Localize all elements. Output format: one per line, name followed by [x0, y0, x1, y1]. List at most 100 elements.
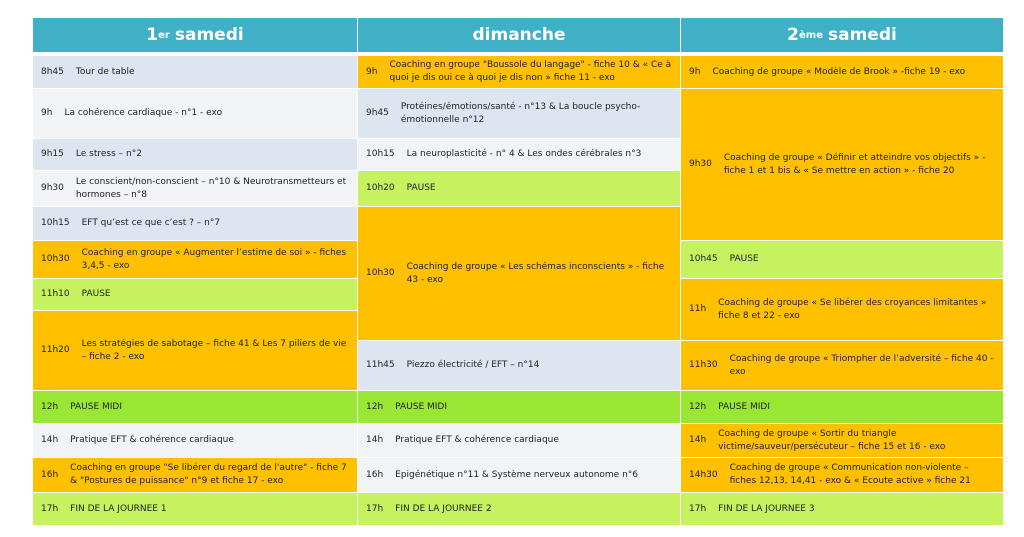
- activity: PAUSE MIDI: [395, 401, 448, 412]
- schedule-cell: 14h Coaching de groupe « Sortir du triang…: [681, 424, 1003, 457]
- time: 14h: [41, 435, 59, 445]
- activity: Les stratégies de sabotage – fiche 41 & …: [81, 338, 347, 362]
- time: 12h: [689, 401, 707, 412]
- schedule-cell: 17h FIN DE LA JOURNEE 1: [33, 493, 357, 525]
- activity: Coaching de groupe « Se libérer des croy…: [718, 297, 987, 321]
- schedule-cell: 14h30 Coaching de groupe « Communication …: [681, 458, 1003, 492]
- time: 9h: [689, 66, 701, 77]
- activity: FIN DE LA JOURNEE 2: [395, 503, 492, 514]
- time: 10h20: [366, 183, 395, 193]
- schedule-cell: 17h FIN DE LA JOURNEE 3: [681, 493, 1003, 525]
- activity: Coaching en groupe « Augmenter l’estime …: [81, 247, 347, 271]
- header-text: 1: [146, 25, 159, 45]
- schedule-cell: 9h30 Coaching de groupe « Définir et atte…: [681, 89, 1003, 240]
- activity: Epigénétique n°11 & Système nerveux auto…: [395, 469, 639, 480]
- activity: Tour de table: [75, 66, 135, 77]
- schedule-cell: 10h30 Coaching en groupe « Augmenter l’es…: [33, 241, 357, 278]
- time: 14h30: [689, 469, 718, 480]
- activity: Coaching de groupe « Les schémas inconsc…: [406, 261, 665, 285]
- activity: Coaching de groupe « Modèle de Brook » -…: [712, 66, 966, 77]
- schedule-cell: 11h Coaching de groupe « Se libérer des c…: [681, 279, 1003, 340]
- activity: PAUSE: [406, 183, 436, 193]
- time: 9h45: [366, 108, 389, 118]
- activity: Coaching de groupe « Triompher de l’adve…: [729, 353, 994, 377]
- activity: PAUSE: [81, 289, 111, 299]
- schedule-cell: 11h45 Piezzo électricité / EFT – n°14: [358, 341, 680, 390]
- activity: PAUSE MIDI: [70, 401, 123, 412]
- time: 10h45: [689, 254, 718, 264]
- schedule-cell: 14h Pratique EFT & cohérence cardiaque: [358, 424, 680, 457]
- schedule-cell: 16h Coaching en groupe "Se libérer du reg…: [33, 458, 357, 492]
- schedule-cell: 11h30 Coaching de groupe « Triompher de l…: [681, 341, 1003, 390]
- schedule-cell: 9h Coaching de groupe « Modèle de Brook »…: [681, 56, 1003, 88]
- header-sup: er: [158, 29, 170, 41]
- schedule-cell: 8h45 Tour de table: [33, 56, 357, 88]
- schedule-cell: 10h15 La neuroplasticité - n° 4 & Les ond…: [358, 139, 680, 170]
- time: 9h: [366, 66, 378, 77]
- time: 11h30: [689, 360, 718, 370]
- activity: Protéines/émotions/santé - n°13 & La bou…: [400, 101, 641, 125]
- activity: Le stress – n°2: [75, 149, 142, 159]
- time: 9h30: [41, 183, 64, 193]
- time: 12h: [366, 401, 384, 412]
- activity: Coaching de groupe « Sortir du triangle …: [718, 428, 946, 452]
- schedule-cell: 10h45 PAUSE: [681, 241, 1003, 278]
- column-header: 2 ème samedi: [681, 18, 1003, 52]
- schedule-cell: 14h Pratique EFT & cohérence cardiaque: [33, 424, 357, 457]
- schedule-cell: 12h PAUSE MIDI: [681, 391, 1003, 423]
- activity: Coaching de groupe « Communication non-v…: [729, 463, 971, 486]
- schedule-cell: 16h Epigénétique n°11 & Système nerveux a…: [358, 458, 680, 492]
- time: 8h45: [41, 66, 64, 77]
- activity: PAUSE: [729, 254, 759, 264]
- activity: Coaching en groupe "Boussole du langage"…: [389, 60, 672, 83]
- activity: EFT qu’est ce que c’est ? – n°7: [81, 218, 221, 228]
- time: 10h30: [41, 254, 70, 264]
- schedule-cell: 10h30 Coaching de groupe « Les schémas in…: [358, 207, 680, 340]
- time: 17h: [41, 503, 59, 514]
- time: 9h30: [689, 159, 712, 169]
- time: 16h: [366, 469, 384, 480]
- time: 9h: [41, 108, 53, 118]
- time: 10h15: [366, 149, 395, 159]
- time: 16h: [41, 469, 59, 480]
- time: 14h: [689, 435, 707, 445]
- time: 11h10: [41, 289, 70, 299]
- activity: FIN DE LA JOURNEE 3: [718, 503, 815, 514]
- activity: FIN DE LA JOURNEE 1: [70, 503, 167, 514]
- schedule-cell: 11h20 Les stratégies de sabotage – fiche …: [33, 311, 357, 390]
- activity: Coaching en groupe "Se libérer du regard…: [70, 463, 347, 486]
- schedule-cell: 9h Coaching en groupe "Boussole du langag…: [358, 56, 680, 88]
- header-text: dimanche: [472, 25, 566, 45]
- time: 17h: [366, 503, 384, 514]
- column-header: dimanche: [358, 18, 680, 52]
- time: 12h: [41, 401, 59, 412]
- column-header: 1 er samedi: [33, 18, 357, 52]
- schedule-cell: 12h PAUSE MIDI: [33, 391, 357, 423]
- header-text: samedi: [174, 25, 244, 45]
- time: 14h: [366, 435, 384, 445]
- activity: Coaching de groupe « Définir et atteindr…: [723, 152, 986, 176]
- activity: Pratique EFT & cohérence cardiaque: [70, 435, 234, 445]
- activity: Pratique EFT & cohérence cardiaque: [395, 435, 559, 445]
- schedule-cell: 9h45 Protéines/émotions/santé - n°13 & La…: [358, 89, 680, 138]
- activity: Piezzo électricité / EFT – n°14: [406, 360, 540, 370]
- time: 11h20: [41, 345, 70, 355]
- activity: La cohérence cardiaque - n°1 - exo: [64, 108, 223, 118]
- schedule-cell: 9h15 Le stress – n°2: [33, 139, 357, 170]
- schedule-cell: 11h10 PAUSE: [33, 279, 357, 310]
- activity: PAUSE MIDI: [718, 401, 771, 412]
- header-sup: ème: [799, 29, 823, 41]
- schedule-cell: 12h PAUSE MIDI: [358, 391, 680, 423]
- time: 10h15: [41, 218, 70, 228]
- activity: La neuroplasticité - n° 4 & Les ondes cé…: [406, 149, 642, 159]
- header-text: samedi: [827, 25, 897, 45]
- schedule-cell: 10h15 EFT qu’est ce que c’est ? – n°7: [33, 207, 357, 240]
- schedule-cell: 10h20 PAUSE: [358, 171, 680, 206]
- header-text: 2: [787, 25, 799, 45]
- time: 11h45: [366, 360, 395, 370]
- time: 10h30: [366, 268, 395, 278]
- time: 17h: [689, 503, 707, 514]
- activity: Le conscient/non-conscient – n°10 & Neur…: [75, 176, 347, 200]
- schedule-cell: 9h La cohérence cardiaque - n°1 - exo: [33, 89, 357, 138]
